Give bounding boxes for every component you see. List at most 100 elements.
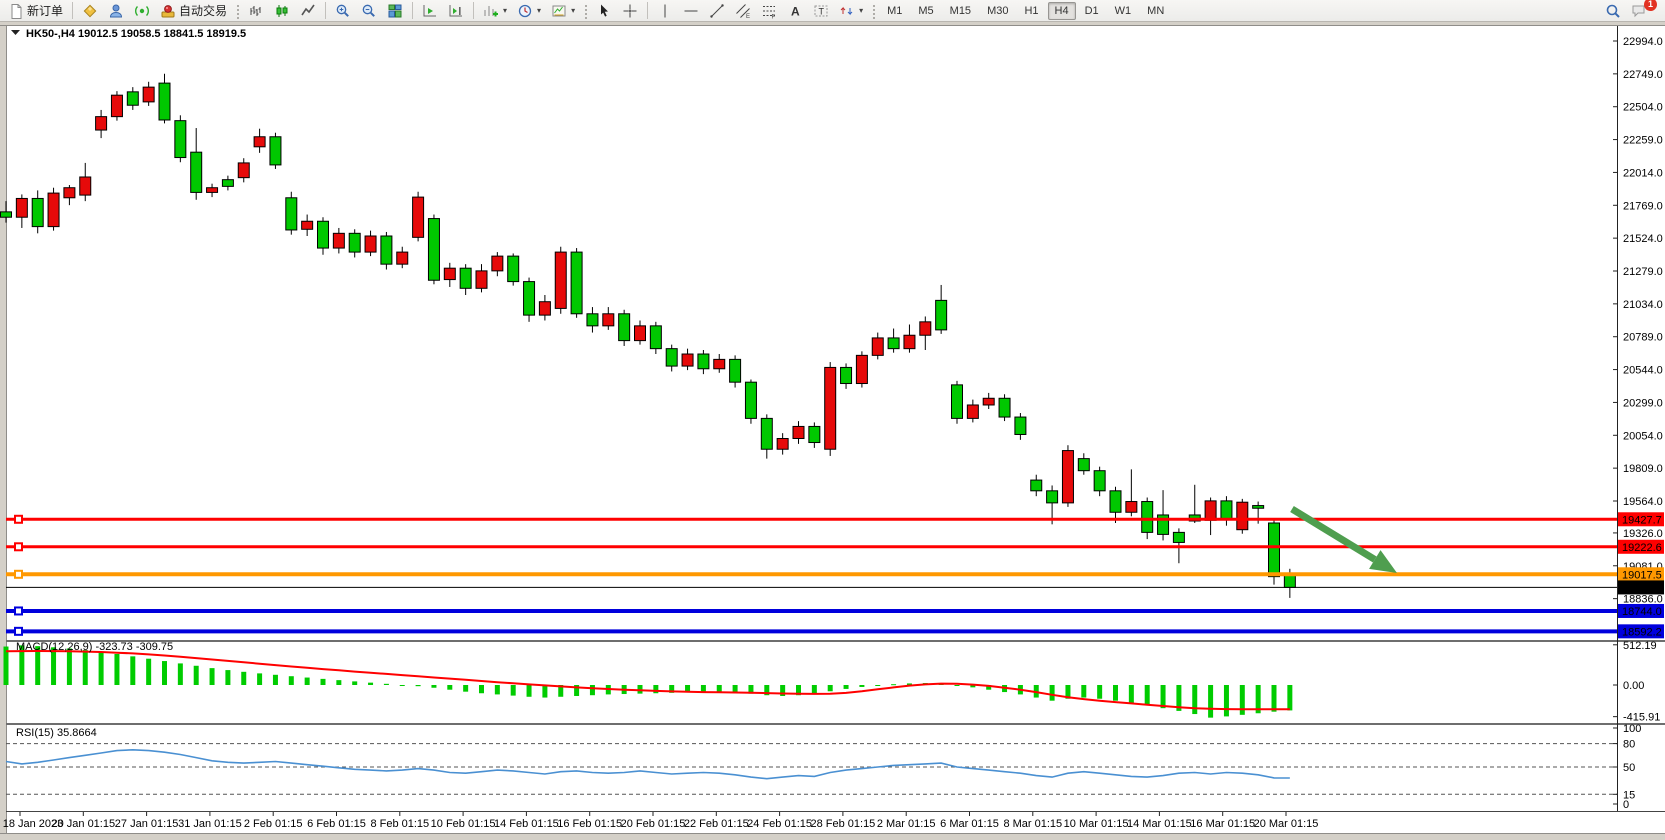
candle-body: [1283, 574, 1296, 588]
current-price-line: 18919.5: [6, 580, 1664, 595]
bar-chart-button[interactable]: [244, 1, 268, 21]
candle-body: [412, 196, 425, 238]
candle-body: [1268, 522, 1280, 578]
macd-signal-line: [5, 649, 1290, 711]
robot-icon: [160, 3, 176, 19]
candle-body: [63, 187, 76, 199]
tf-h1[interactable]: H1: [1024, 4, 1039, 17]
arrows-tool[interactable]: ▾: [835, 1, 867, 21]
equidistant-channel-tool[interactable]: E: [731, 1, 755, 21]
price-tick-label: 22749.0: [1623, 69, 1663, 81]
candle-body: [586, 313, 599, 327]
horizontal-line-object[interactable]: 18592.2: [6, 624, 1664, 639]
tf-w1[interactable]: W1: [1114, 4, 1132, 17]
fibonacci-tool[interactable]: F: [757, 1, 781, 21]
macd-tick-label: -415.91: [1623, 712, 1660, 724]
zoom-in-icon: [335, 3, 351, 19]
candle-body: [919, 321, 932, 336]
candle-body: [47, 192, 60, 228]
tf-mn[interactable]: MN: [1147, 4, 1165, 17]
macd-bar: [827, 685, 833, 692]
macd-bar: [1176, 685, 1182, 711]
macd-bar: [526, 685, 532, 697]
text-tool[interactable]: A: [783, 1, 807, 21]
profiles-button[interactable]: [104, 1, 128, 21]
tile-windows-icon: [387, 3, 403, 19]
horizontal-line-object[interactable]: 19017.5: [6, 567, 1664, 582]
tf-m30[interactable]: M30: [987, 4, 1009, 17]
hline-price-label-box: [1618, 580, 1664, 595]
macd-bar: [288, 676, 294, 685]
time-tick-label: 20 Feb 01:15: [621, 818, 686, 830]
tf-m1[interactable]: M1: [887, 4, 903, 17]
horizontal-line-object[interactable]: 18744.0: [6, 603, 1664, 618]
crosshair-tool-button[interactable]: [618, 1, 642, 21]
gold-diamond-icon: [82, 3, 98, 19]
templates-button[interactable]: ▾: [547, 1, 579, 21]
candle-body: [808, 425, 821, 444]
macd-bar: [1160, 685, 1166, 709]
toolbar-grip[interactable]: [583, 2, 589, 19]
price-tick-label: 22259.0: [1623, 135, 1663, 147]
hline-price-label: 19222.6: [1622, 542, 1662, 554]
zoom-out-button[interactable]: [357, 1, 381, 21]
hline-anchor: [14, 542, 23, 552]
tf-m15[interactable]: M15: [949, 4, 972, 17]
toolbar-grip[interactable]: [871, 2, 877, 19]
tile-windows-button[interactable]: [383, 1, 407, 21]
down-trend-arrow[interactable]: [1290, 506, 1397, 573]
macd-bar: [796, 685, 801, 696]
tf-h4[interactable]: H4: [1047, 1, 1076, 20]
auto-scroll-button[interactable]: [418, 1, 442, 21]
zoom-in-button[interactable]: [331, 1, 355, 21]
arrow-head: [1369, 550, 1397, 573]
hline-price-label: 18919.5: [1622, 582, 1662, 594]
price-tick-label: 22014.0: [1623, 167, 1663, 179]
hline-anchor: [14, 606, 23, 616]
price-tick-label: 22504.0: [1623, 102, 1663, 114]
new-order-button[interactable]: 新订单: [4, 0, 67, 21]
line-chart-button[interactable]: [296, 1, 320, 21]
horizontal-line-tool[interactable]: [679, 1, 703, 21]
periods-button[interactable]: ▾: [513, 1, 545, 21]
notifications-button[interactable]: 1: [1627, 0, 1657, 21]
chart-title[interactable]: HK50-,H4 19012.5 19058.5 18841.5 18919.5: [11, 28, 246, 40]
vertical-line-tool[interactable]: [653, 1, 677, 21]
macd-bar: [1255, 685, 1261, 714]
macd-bar: [1271, 685, 1277, 712]
candle-body: [427, 218, 440, 281]
time-tick-label: 16 Feb 01:15: [557, 818, 622, 830]
text-label-tool[interactable]: T: [809, 1, 833, 21]
trendline-tool[interactable]: [705, 1, 729, 21]
horizontal-line-icon: [683, 3, 699, 19]
chart-shift-button[interactable]: [444, 1, 468, 21]
hline-anchor: [14, 626, 23, 636]
title-dropdown-icon: [11, 30, 20, 35]
search-button[interactable]: [1601, 1, 1625, 21]
candle-chart-button[interactable]: [270, 1, 294, 21]
macd-bar: [558, 685, 564, 697]
data-window-button[interactable]: [130, 1, 154, 21]
time-tick-label: 31 Jan 01:15: [178, 818, 242, 830]
macd-bar: [811, 685, 817, 695]
macd-bar: [336, 680, 342, 685]
candle-body: [1125, 501, 1138, 513]
toolbar-grip[interactable]: [235, 2, 241, 19]
new-chart-button[interactable]: [78, 1, 102, 21]
cursor-tool-button[interactable]: [592, 1, 616, 21]
tf-m5[interactable]: M5: [918, 4, 934, 17]
macd-bar: [1223, 685, 1229, 717]
price-axis[interactable]: 22994.0 22749.0 22504.0 22259.0 22014.0 21769…: [1613, 36, 1663, 606]
hline-anchor: [14, 514, 23, 524]
autotrade-button[interactable]: 自动交易: [156, 0, 231, 21]
candle-body: [618, 313, 631, 342]
indicators-button[interactable]: ▾: [479, 1, 511, 21]
horizontal-line-object[interactable]: 19427.7: [6, 512, 1664, 527]
candle-body: [554, 251, 567, 309]
channel-icon: E: [735, 3, 751, 19]
macd-bar: [669, 685, 675, 693]
tf-d1[interactable]: D1: [1084, 4, 1099, 17]
